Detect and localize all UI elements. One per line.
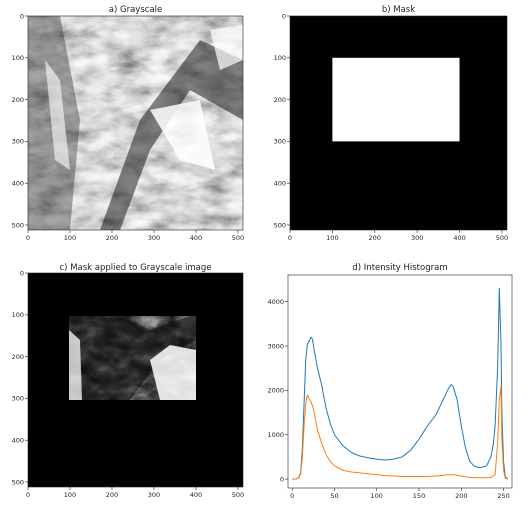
x-tick-label: 300 [148, 234, 160, 242]
x-tick-label: 300 [148, 491, 160, 499]
y-tick-label: 100 [274, 54, 286, 62]
y-tick-label: 100 [12, 311, 24, 319]
y-tick-label: 2000 [267, 387, 284, 395]
panel-masked [27, 272, 244, 488]
x-tick-label: 100 [64, 234, 76, 242]
x-tick-label: 0 [26, 234, 30, 242]
title-masked: c) Mask applied to Grayscale image [60, 263, 212, 273]
x-tick-label: 0 [26, 491, 30, 499]
y-tick-label: 300 [12, 395, 24, 403]
panel-mask [289, 15, 508, 231]
y-tick-label: 3000 [267, 342, 284, 350]
y-tick-label: 1000 [267, 431, 284, 439]
x-tick-label: 500 [232, 491, 244, 499]
y-tick-label: 0 [20, 269, 24, 277]
x-tick-label: 200 [106, 491, 118, 499]
x-tick-label: 200 [106, 234, 118, 242]
y-tick-label: 500 [274, 221, 286, 229]
x-tick-label: 400 [190, 491, 202, 499]
y-tick-label: 200 [12, 353, 24, 361]
y-tick-label: 300 [274, 138, 286, 146]
panel-grayscale [27, 15, 244, 231]
x-tick-label: 200 [369, 234, 381, 242]
masked-image-region [69, 316, 196, 400]
x-tick-label: 0 [288, 234, 292, 242]
title-grayscale: a) Grayscale [109, 5, 162, 15]
x-tick-label: 50 [330, 492, 338, 500]
y-tick-label: 400 [12, 436, 24, 444]
x-tick-label: 0 [290, 492, 294, 500]
x-tick-label: 400 [453, 234, 465, 242]
y-tick-label: 400 [12, 179, 24, 187]
histogram-lines [292, 287, 509, 480]
y-tick-label: 100 [12, 54, 24, 62]
y-tick-label: 4000 [267, 298, 284, 306]
y-tick-label: 0 [20, 12, 24, 20]
y-tick-label: 400 [274, 179, 286, 187]
y-tick-label: 0 [280, 475, 284, 483]
y-tick-label: 300 [12, 138, 24, 146]
mask-rect [332, 57, 460, 142]
x-tick-label: 100 [326, 234, 338, 242]
grayscale-image [28, 16, 243, 230]
title-mask: b) Mask [382, 5, 415, 15]
histogram-series-orange [292, 385, 508, 480]
title-histogram: d) Intensity Histogram [352, 263, 447, 273]
panel-histogram [287, 274, 513, 489]
x-tick-label: 250 [497, 492, 509, 500]
x-tick-label: 150 [413, 492, 425, 500]
y-tick-label: 0 [282, 12, 286, 20]
x-tick-label: 500 [496, 234, 508, 242]
x-tick-label: 100 [371, 492, 383, 500]
x-tick-label: 500 [232, 234, 244, 242]
y-tick-label: 500 [12, 478, 24, 486]
x-tick-label: 200 [455, 492, 467, 500]
y-tick-label: 500 [12, 221, 24, 229]
x-tick-label: 400 [190, 234, 202, 242]
y-tick-label: 200 [12, 96, 24, 104]
x-tick-label: 300 [411, 234, 423, 242]
y-tick-label: 200 [274, 96, 286, 104]
x-tick-label: 100 [64, 491, 76, 499]
histogram-plot-area [288, 275, 512, 488]
panel-titles: a) Grayscale b) Mask c) Mask applied to … [60, 5, 448, 273]
histogram-series-blue [292, 287, 509, 480]
